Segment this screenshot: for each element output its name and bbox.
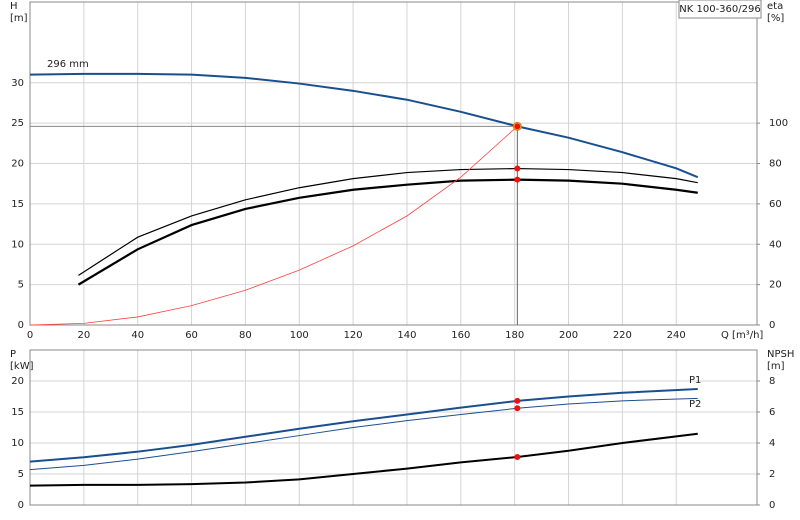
x-tick-label: 140 xyxy=(397,330,416,341)
duty-point xyxy=(514,453,521,460)
series-label: P1 xyxy=(689,375,701,386)
y2-tick-label: 2 xyxy=(769,469,775,480)
y2-axis-label: NPSH xyxy=(767,349,794,360)
y-tick-label: 10 xyxy=(11,239,24,250)
y-tick-label: 15 xyxy=(11,407,24,418)
x-tick-label: 0 xyxy=(27,330,33,341)
curve xyxy=(29,126,518,326)
x-tick-label: 160 xyxy=(451,330,470,341)
y2-axis-label: eta xyxy=(767,1,783,12)
chart-title: NK 100-360/296 xyxy=(679,4,760,15)
y2-tick-label: 100 xyxy=(769,118,788,129)
x-tick-label: 80 xyxy=(239,330,252,341)
y-tick-label: 0 xyxy=(18,500,24,511)
curve xyxy=(29,397,698,471)
y2-tick-label: 4 xyxy=(769,438,775,449)
y2-tick-label: 20 xyxy=(769,280,782,291)
curve xyxy=(29,72,699,179)
y2-tick-label: 0 xyxy=(769,500,775,511)
y-axis-label: H xyxy=(10,1,18,12)
duty-point xyxy=(514,405,521,412)
duty-point xyxy=(514,397,521,404)
x-tick-label: 220 xyxy=(613,330,632,341)
x-tick-label: 100 xyxy=(290,330,309,341)
series-label: 296 mm xyxy=(47,59,89,70)
y2-axis-unit: [%] xyxy=(767,13,784,24)
y-axis-unit: [m] xyxy=(10,13,28,24)
y2-tick-label: 0 xyxy=(769,320,775,331)
y-tick-label: 5 xyxy=(18,280,24,291)
y-tick-label: 30 xyxy=(11,78,24,89)
y-tick-label: 15 xyxy=(11,199,24,210)
curve xyxy=(29,432,698,487)
y-tick-label: 20 xyxy=(11,159,24,170)
series-label: P2 xyxy=(689,399,701,410)
plot-frame xyxy=(29,1,758,326)
y-tick-label: 10 xyxy=(11,438,24,449)
y2-tick-label: 60 xyxy=(769,199,782,210)
curve xyxy=(78,167,698,276)
x-tick-label: 200 xyxy=(559,330,578,341)
y2-tick-label: 8 xyxy=(769,376,775,387)
y2-tick-label: 80 xyxy=(769,159,782,170)
y-axis-label: P xyxy=(10,349,16,360)
x-tick-label: 40 xyxy=(131,330,144,341)
y2-axis-unit: [m] xyxy=(767,361,785,372)
y2-tick-label: 40 xyxy=(769,239,782,250)
duty-point xyxy=(514,123,521,130)
y2-tick-label: 6 xyxy=(769,407,775,418)
x-tick-label: 180 xyxy=(505,330,524,341)
y-tick-label: 5 xyxy=(18,469,24,480)
title-box xyxy=(678,0,762,19)
curve xyxy=(77,178,698,286)
x-axis-label: Q [m³/h] xyxy=(721,330,763,341)
y-tick-label: 25 xyxy=(11,118,24,129)
y-tick-label: 20 xyxy=(11,376,24,387)
duty-point xyxy=(514,176,521,183)
y-tick-label: 0 xyxy=(18,320,24,331)
curve xyxy=(29,388,698,463)
x-tick-label: 120 xyxy=(344,330,363,341)
duty-point xyxy=(514,165,521,172)
x-tick-label: 20 xyxy=(77,330,90,341)
x-tick-label: 60 xyxy=(185,330,198,341)
plot-frame xyxy=(29,349,758,506)
y-axis-unit: [kW] xyxy=(10,361,34,372)
x-tick-label: 240 xyxy=(667,330,686,341)
